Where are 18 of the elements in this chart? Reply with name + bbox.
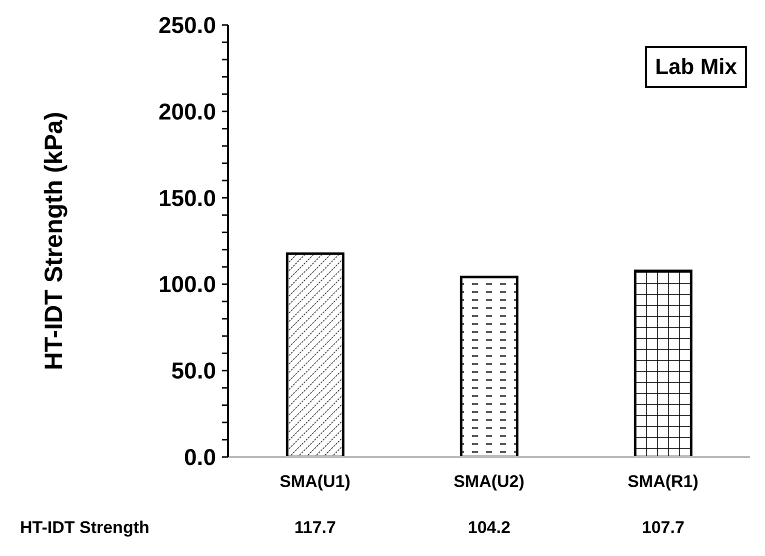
- y-tick-label: 150.0: [158, 184, 216, 211]
- y-axis-title: HT-IDT Strength (kPa): [40, 112, 68, 370]
- data-label: 104.2: [468, 518, 510, 537]
- x-tick-label: SMA(U1): [280, 472, 350, 491]
- text: HT-IDT Strength: [20, 518, 150, 538]
- x-tick-label: SMA(U2): [454, 472, 524, 491]
- y-tick-label: 0.0: [184, 444, 216, 470]
- bar: [634, 270, 692, 457]
- bar: [460, 276, 518, 457]
- x-tick-label: SMA(R1): [628, 472, 698, 491]
- annotation: Lab Mix: [645, 46, 747, 88]
- y-tick-label: 50.0: [171, 358, 216, 384]
- y-tick-label: 250.0: [158, 12, 216, 38]
- y-tick-label: 200.0: [158, 98, 216, 124]
- data-label: 107.7: [642, 518, 684, 537]
- bar: [286, 252, 344, 457]
- y-tick-label: 100.0: [158, 271, 216, 298]
- data-label: 117.7: [294, 518, 336, 537]
